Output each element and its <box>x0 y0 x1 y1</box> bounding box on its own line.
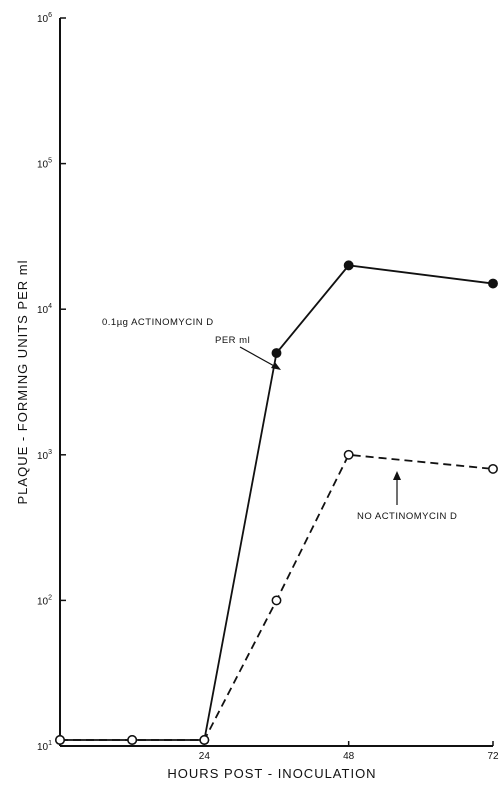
series-1-point <box>55 735 65 745</box>
y-ticks: 101 102 103 104 105 106 <box>37 12 66 753</box>
y-axis-label: PLAQUE - FORMING UNITS PER ml <box>15 260 30 505</box>
series-0-line <box>60 264 494 741</box>
annotation-actinomycin-line2: PER ml <box>215 335 250 346</box>
series-0-point <box>271 348 282 358</box>
axes <box>59 18 493 747</box>
series-1-line <box>60 453 494 741</box>
annotation-no-actinomycin-arrowhead <box>393 471 401 480</box>
series-1-point <box>127 735 138 745</box>
y-tick-label: 105 <box>37 158 52 171</box>
annotation-actinomycin-arrowhead <box>271 362 281 370</box>
x-tick-label: 72 <box>487 751 499 762</box>
series-lines <box>60 264 494 741</box>
y-tick-label: 102 <box>37 594 52 607</box>
series-0-point <box>488 278 498 289</box>
series-1-point <box>343 449 354 460</box>
series-1-point <box>271 595 282 606</box>
annotation-actinomycin-arrow <box>239 346 277 368</box>
y-tick-label: 101 <box>37 740 52 753</box>
y-tick-label: 103 <box>37 449 52 462</box>
x-tick-label: 48 <box>343 751 355 762</box>
x-ticks: 24 48 72 <box>199 741 499 762</box>
y-tick-label: 106 <box>37 12 52 25</box>
x-tick-label: 24 <box>199 751 211 762</box>
x-axis-label: HOURS POST - INOCULATION <box>167 766 376 781</box>
series-0-point <box>343 260 354 271</box>
series-1-point <box>488 463 498 474</box>
series-points <box>55 260 498 745</box>
annotation-no-actinomycin-text: NO ACTINOMYCIN D <box>357 511 457 522</box>
series-1-point <box>199 735 210 745</box>
y-tick-label: 104 <box>37 303 52 316</box>
annotation-actinomycin: 0.1µg ACTINOMYCIN D PER ml <box>102 317 281 370</box>
annotation-no-actinomycin: NO ACTINOMYCIN D <box>357 471 457 522</box>
annotation-actinomycin-line1: 0.1µg ACTINOMYCIN D <box>102 317 214 328</box>
